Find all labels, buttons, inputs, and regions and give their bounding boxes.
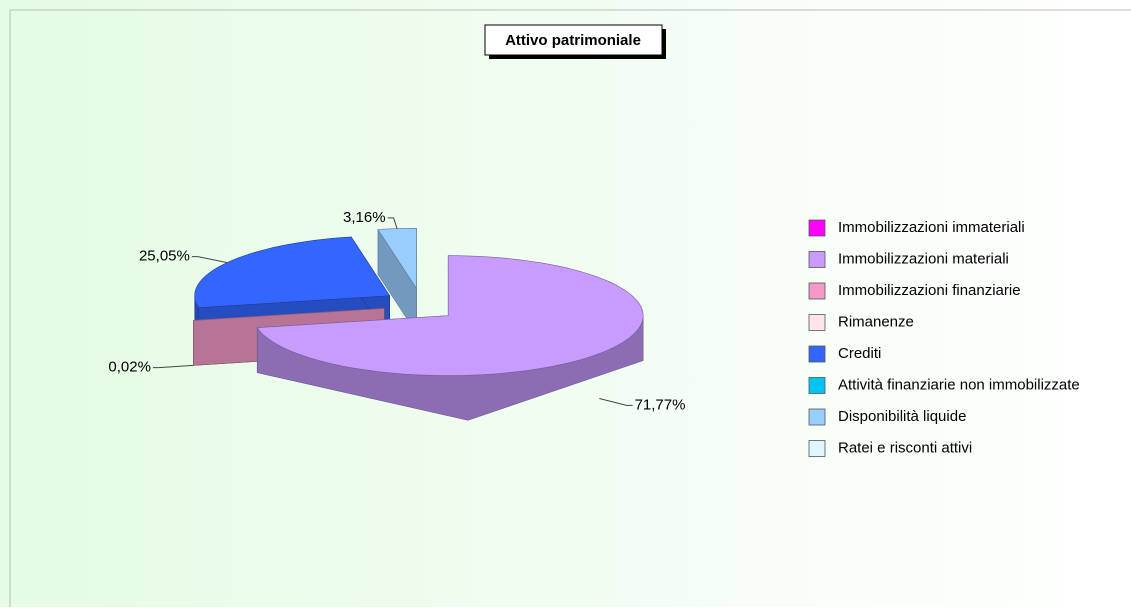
slice	[256, 255, 644, 421]
data-label: 0,02%	[108, 359, 151, 376]
legend-label: Immobilizzazioni materiali	[838, 250, 1009, 267]
leader-line	[191, 256, 228, 264]
legend-swatch	[808, 440, 826, 457]
data-label: 3,16%	[343, 209, 386, 226]
legend-label: Disponibilità liquide	[838, 408, 966, 425]
legend-swatch	[808, 377, 826, 394]
data-label: 25,05%	[139, 248, 190, 265]
leader-line	[599, 398, 633, 406]
leader-line	[387, 217, 398, 229]
legend-label: Attività finanziarie non immobilizzate	[838, 376, 1080, 393]
title-box	[484, 24, 663, 56]
leader-line	[152, 364, 194, 369]
legend-label: Crediti	[838, 345, 881, 362]
legend-swatch	[808, 314, 826, 331]
slice-top	[377, 227, 417, 290]
legend-label: Ratei e risconti attivi	[838, 439, 972, 456]
legend-swatch	[808, 408, 826, 426]
legend-swatch	[808, 282, 826, 300]
chart-title: Attivo patrimoniale	[505, 32, 641, 49]
legend-swatch	[808, 345, 826, 363]
legend-label: Immobilizzazioni immateriali	[838, 219, 1025, 236]
slice-top	[256, 255, 644, 376]
pie: 71,77% 0,02% 25,05% 3,16%	[108, 209, 686, 421]
legend: Immobilizzazioni immateriali Immobilizzaz…	[808, 219, 1080, 457]
legend-label: Immobilizzazioni finanziarie	[838, 282, 1021, 299]
slice-top	[193, 308, 385, 321]
legend-swatch	[808, 219, 826, 237]
slice	[377, 227, 417, 335]
data-label: 71,77%	[635, 396, 686, 413]
legend-label: Rimanenze	[838, 313, 914, 330]
legend-swatch	[808, 251, 826, 268]
